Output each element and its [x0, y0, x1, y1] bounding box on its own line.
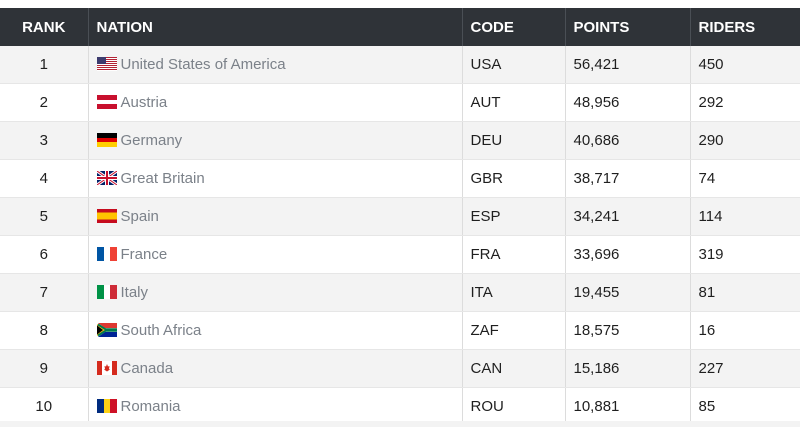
table-cell: 1: [0, 46, 88, 84]
table-row: 7 Italy ITA 19,455 81: [0, 273, 800, 312]
table-cell: 85: [689, 387, 800, 426]
nation-name: Great Britain: [120, 170, 205, 187]
table-cell: 10: [0, 387, 88, 426]
table-cell: France: [87, 235, 462, 274]
table-cell: 6: [0, 235, 88, 274]
header-row: RANK NATION CODE POINTS RIDERS: [0, 8, 800, 46]
table-cell: 9: [0, 349, 88, 388]
flag-icon: [96, 209, 117, 223]
column-header: RANK: [0, 8, 88, 46]
table-cell: 38,717: [564, 159, 690, 198]
table-cell: ESP: [461, 197, 565, 236]
table-cell: Great Britain: [87, 159, 462, 198]
flag-icon: [96, 361, 117, 375]
table-cell: AUT: [461, 83, 565, 122]
table-cell: 114: [689, 197, 800, 236]
table-cell: 74: [689, 159, 800, 198]
table-cell: 2: [0, 83, 88, 122]
table-cell: Spain: [87, 197, 462, 236]
column-header: POINTS: [564, 8, 690, 46]
flag-icon: [96, 323, 117, 337]
table-cell: 33,696: [564, 235, 690, 274]
table-cell: 4: [0, 159, 88, 198]
table-row: 6 France FRA 33,696 319: [0, 235, 800, 274]
table-cell: USA: [461, 46, 565, 84]
table-cell: Germany: [87, 121, 462, 160]
column-header: CODE: [461, 8, 565, 46]
nation-name: Italy: [120, 284, 149, 301]
flag-icon: [96, 171, 117, 185]
rankings-table: RANK NATION CODE POINTS RIDERS 1 United State…: [0, 8, 800, 426]
table-row: 9 Canada CAN 15,186 227: [0, 349, 800, 388]
table-cell: Italy: [87, 273, 462, 312]
table-row: 2 Austria AUT 48,956 292: [0, 83, 800, 122]
flag-icon: [96, 95, 117, 109]
nation-name: France: [120, 246, 168, 263]
table-body: 1 United States of America USA 56,421 450 2 Au…: [0, 46, 800, 426]
table-cell: 290: [689, 121, 800, 160]
table-cell: 16: [689, 311, 800, 350]
table-cell: 18,575: [564, 311, 690, 350]
flag-icon: [96, 285, 117, 299]
table-cell: 3: [0, 121, 88, 160]
column-header: RIDERS: [689, 8, 800, 46]
table-cell: 48,956: [564, 83, 690, 122]
table-cell: 319: [689, 235, 800, 274]
table-cell: ROU: [461, 387, 565, 426]
table-footer: [0, 421, 800, 427]
nation-name: Spain: [120, 208, 159, 225]
nation-name: Romania: [120, 398, 181, 415]
table-cell: ZAF: [461, 311, 565, 350]
table-cell: 34,241: [564, 197, 690, 236]
table-row: 3 Germany DEU 40,686 290: [0, 121, 800, 160]
table-row: 4 Great Britain GBR 38,717 74: [0, 159, 800, 198]
table-cell: DEU: [461, 121, 565, 160]
table-cell: 5: [0, 197, 88, 236]
nation-name: South Africa: [120, 322, 202, 339]
table-cell: Austria: [87, 83, 462, 122]
table-cell: South Africa: [87, 311, 462, 350]
table-cell: 227: [689, 349, 800, 388]
nation-name: United States of America: [120, 56, 286, 73]
flag-icon: [96, 57, 117, 71]
table-cell: 15,186: [564, 349, 690, 388]
nation-name: Austria: [120, 94, 168, 111]
table-cell: 19,455: [564, 273, 690, 312]
rankings: RANK NATION CODE POINTS RIDERS 1 United State…: [0, 8, 800, 426]
flag-icon: [96, 133, 117, 147]
flag-icon: [96, 399, 117, 413]
table-cell: 8: [0, 311, 88, 350]
table-cell: CAN: [461, 349, 565, 388]
table-cell: 7: [0, 273, 88, 312]
table-row: 5 Spain ESP 34,241 114: [0, 197, 800, 236]
table-cell: Canada: [87, 349, 462, 388]
flag-icon: [96, 247, 117, 261]
table-cell: United States of America: [87, 46, 462, 84]
table-cell: GBR: [461, 159, 565, 198]
table-cell: 40,686: [564, 121, 690, 160]
table-cell: 450: [689, 46, 800, 84]
table-cell: ITA: [461, 273, 565, 312]
table-cell: 56,421: [564, 46, 690, 84]
table-cell: Romania: [87, 387, 462, 426]
table-row: 10 Romania ROU 10,881 85: [0, 387, 800, 426]
table-row: 1 United States of America USA 56,421 450: [0, 46, 800, 84]
nation-name: Germany: [120, 132, 183, 149]
table-cell: 81: [689, 273, 800, 312]
column-header: NATION: [87, 8, 462, 46]
nation-name: Canada: [120, 360, 174, 377]
table-row: 8 South Africa ZAF 18,575 16: [0, 311, 800, 350]
table-cell: FRA: [461, 235, 565, 274]
table-cell: 292: [689, 83, 800, 122]
table-cell: 10,881: [564, 387, 690, 426]
